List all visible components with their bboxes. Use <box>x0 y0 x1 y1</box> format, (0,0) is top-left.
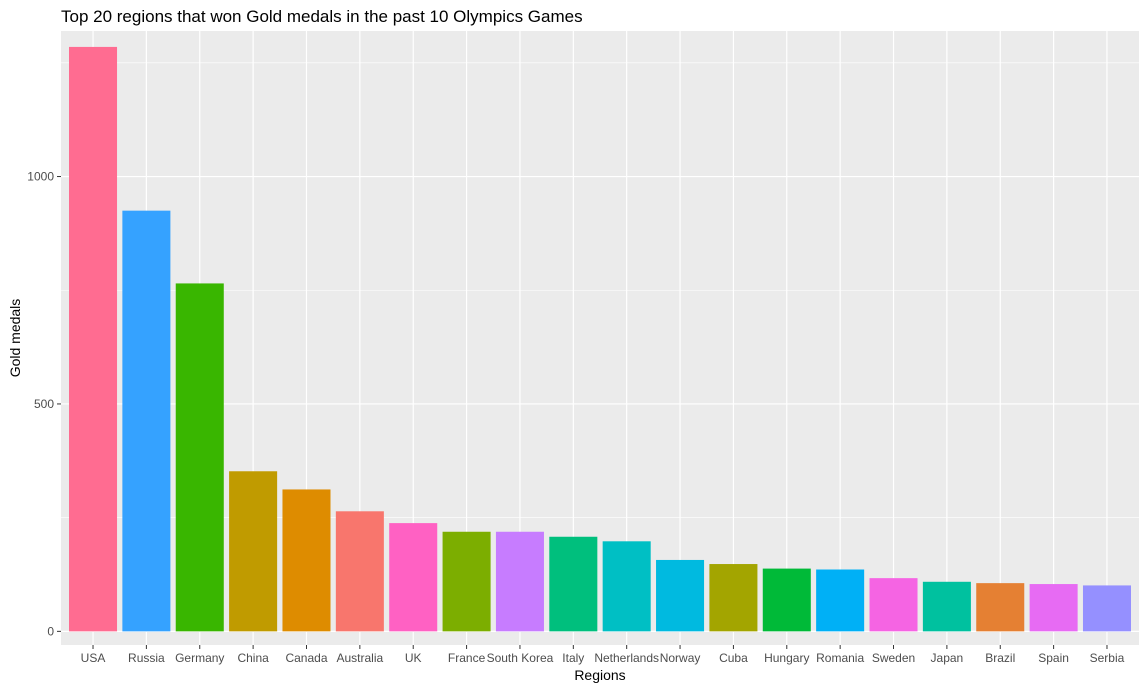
bar-japan <box>922 581 971 632</box>
x-tick-label: Cuba <box>719 651 748 665</box>
x-tick-label: South Korea <box>487 651 554 665</box>
y-axis: 0 500 1000 <box>27 170 61 638</box>
x-tick-label: Serbia <box>1090 651 1125 665</box>
bar-cuba <box>709 564 758 632</box>
bar-serbia <box>1082 585 1131 632</box>
x-tick-label: Italy <box>562 651 584 665</box>
y-tick-label: 500 <box>34 397 54 411</box>
y-axis-label: Gold medals <box>7 299 23 378</box>
x-tick-label: Sweden <box>872 651 915 665</box>
bar-germany <box>175 283 224 632</box>
bar-spain <box>1029 584 1078 632</box>
chart-title: Top 20 regions that won Gold medals in t… <box>61 7 583 26</box>
bars <box>69 46 1131 632</box>
bar-netherlands <box>602 541 651 632</box>
y-tick-label: 1000 <box>27 170 54 184</box>
x-axis: USA Russia Germany China Canada Australia UK Fr… <box>81 645 1125 665</box>
x-tick-label: USA <box>81 651 106 665</box>
bar-canada <box>282 489 331 632</box>
x-axis-label: Regions <box>574 667 625 683</box>
bar-norway <box>656 559 705 632</box>
bar-uk <box>389 523 438 632</box>
x-tick-label: Netherlands <box>594 651 659 665</box>
x-tick-label: Hungary <box>764 651 809 665</box>
bar-russia <box>122 210 171 632</box>
x-tick-label: Canada <box>285 651 327 665</box>
bar-australia <box>335 511 384 632</box>
bar-hungary <box>762 568 811 632</box>
x-tick-label: Spain <box>1038 651 1069 665</box>
x-tick-label: Romania <box>816 651 864 665</box>
y-tick-label: 0 <box>47 624 54 638</box>
x-tick-label: China <box>237 651 269 665</box>
bar-romania <box>816 569 865 632</box>
x-tick-label: France <box>448 651 486 665</box>
bar-france <box>442 531 491 632</box>
bar-sweden <box>869 578 918 632</box>
bar-brazil <box>976 583 1025 632</box>
x-tick-label: Japan <box>931 651 964 665</box>
x-tick-label: UK <box>405 651 422 665</box>
x-tick-label: Norway <box>660 651 701 665</box>
bar-south-korea <box>495 531 544 632</box>
bar-italy <box>549 536 598 632</box>
bar-china <box>229 471 278 632</box>
x-tick-label: Russia <box>128 651 165 665</box>
bar-usa <box>69 46 118 632</box>
x-tick-label: Germany <box>175 651 224 665</box>
x-tick-label: Australia <box>337 651 384 665</box>
x-tick-label: Brazil <box>985 651 1015 665</box>
